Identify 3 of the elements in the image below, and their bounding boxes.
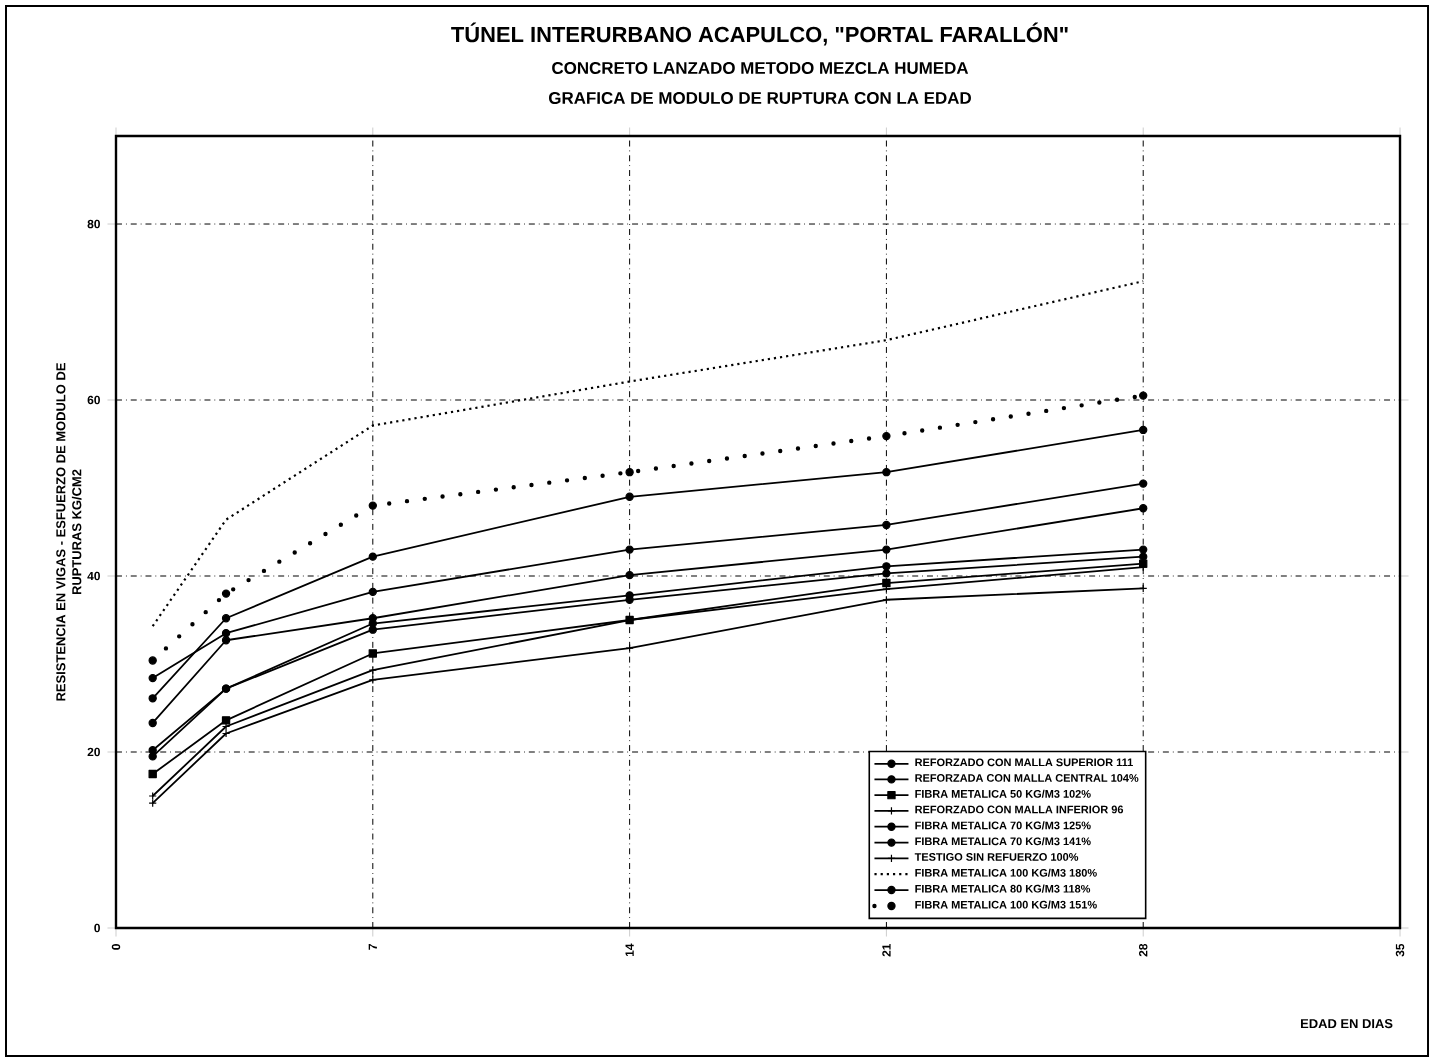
text: GRAFICA DE MODULO DE RUPTURA CON LA EDAD [548, 92, 971, 104]
chart-subtitle: CONCRETO LANZADO METODO MEZCLA HUMEDA [552, 62, 969, 74]
chart-title: TÚNEL INTERURBANO ACAPULCO, "PORTAL FARALLÓN" [451, 22, 1068, 46]
